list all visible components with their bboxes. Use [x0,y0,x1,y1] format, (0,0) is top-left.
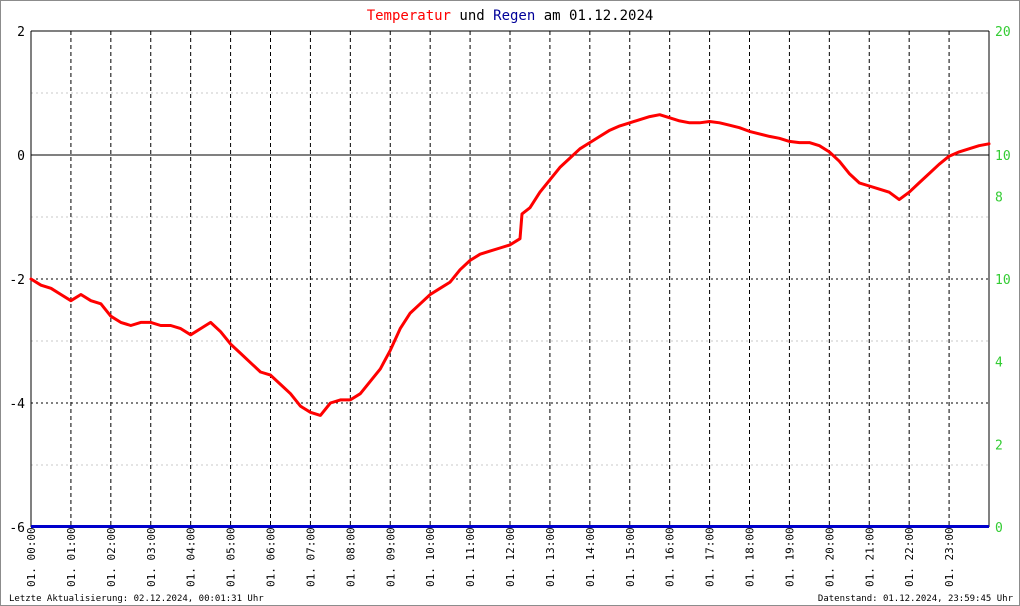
x-tick-label: 01. 13:00 [544,527,557,587]
x-tick-label: 01. 17:00 [704,527,717,587]
x-tick-label: 01. 14:00 [584,527,597,587]
x-tick-label: 01. 03:00 [145,527,158,587]
x-tick-label: 01. 09:00 [384,527,397,587]
chart-title: Temperatur und Regen am 01.12.2024 [367,8,654,24]
x-tick-label: 01. 12:00 [504,527,517,587]
title-temperatur: Temperatur [367,8,451,24]
x-tick-label: 01. 18:00 [744,527,757,587]
x-tick-label: 01. 00:00 [25,527,38,587]
x-tick-label: 01. 06:00 [265,527,278,587]
temperature-line [29,113,991,417]
label-layer: 20-2-4-6 01. 00:00 01. 01:00 01. 02:00 01. 0… [9,25,1010,587]
x-tick-label: 01. 21:00 [863,527,876,587]
x-tick-label: 01. 23:00 [943,527,956,587]
grid-layer [31,30,989,528]
x-tick-label: 01. 04:00 [185,527,198,587]
x-tick-label: 01. 08:00 [344,527,357,587]
x-tick-label: 01. 02:00 [105,527,118,587]
x-tick-label: 01. 22:00 [903,527,916,587]
x-tick-label: 01. 01:00 [65,527,78,587]
y-right-tick-label: 0 [995,521,1003,536]
title-date: am 01.12.2024 [535,8,653,24]
y-right-tick-label: 8 [995,190,1003,205]
y-right-tick-label: 4 [995,356,1003,371]
footer-data-status: Datenstand: 01.12.2024, 23:59:45 Uhr [818,594,1014,604]
title-und: und [451,8,493,24]
x-tick-label: 01. 20:00 [823,527,836,587]
x-tick-label: 01. 07:00 [304,527,317,587]
y-right-tick-label: 10 [995,149,1011,164]
y-left-tick-label: -2 [9,273,25,288]
y-right-tick-label: 10 [995,273,1011,288]
x-tick-label: 01. 15:00 [624,527,637,587]
x-tick-label: 01. 19:00 [783,527,796,587]
title-regen: Regen [493,8,535,24]
y-right-tick-label: 20 [995,25,1011,40]
series-layer [29,113,991,528]
x-tick-label: 01. 16:00 [664,527,677,587]
y-left-tick-label: -4 [9,397,25,412]
y-right-tick-label: 2 [995,438,1003,453]
y-left-tick-label: 2 [17,25,25,40]
x-tick-label: 01. 10:00 [424,527,437,587]
x-tick-label: 01. 11:00 [464,527,477,587]
y-left-tick-label: -6 [9,521,25,536]
x-tick-label: 01. 05:00 [225,527,238,587]
footer-last-update: Letzte Aktualisierung: 02.12.2024, 00:01… [9,594,264,604]
y-left-tick-label: 0 [17,149,25,164]
